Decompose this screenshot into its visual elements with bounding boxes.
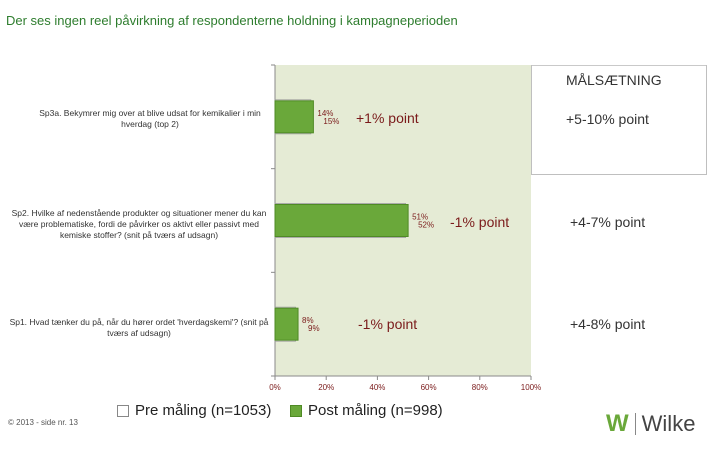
category-label-sp2: Sp2. Hvilke af nedenstående produkter og… [11, 208, 267, 240]
logo-divider [634, 413, 636, 435]
x-tick-label: 80% [472, 383, 488, 392]
bar-post [274, 307, 299, 341]
data-label-pre: 8% [302, 316, 314, 325]
legend-item-post: Post måling (n=998) [290, 402, 443, 419]
page-title: Der ses ingen reel påvirkning af respond… [6, 13, 458, 28]
difference-label-sp1: -1% point [358, 316, 418, 332]
x-tick-label: 0% [269, 383, 281, 392]
footer-page-number: © 2013 - side nr. 13 [8, 418, 78, 427]
legend-swatch-post [290, 404, 302, 417]
legend-label-pre: Pre måling (n=1053) [135, 402, 272, 419]
difference-label-sp2: -1% point [450, 214, 510, 230]
category-label-sp1: Sp1. Hvad tænker du på, når du hører ord… [9, 317, 269, 338]
x-tick-label: 60% [421, 383, 437, 392]
x-tick-label: 40% [369, 383, 385, 392]
target-value-sp3a: +5-10% point [566, 111, 649, 127]
target-value-sp1: +4-8% point [570, 316, 646, 332]
target-header-title: MÅLSÆTNING [566, 72, 662, 88]
target-value-sp2: +4-7% point [570, 214, 646, 230]
category-label-sp3a: Sp3a. Bekymrer mig over at blive udsat f… [39, 108, 261, 129]
wilke-logo: W Wilke [606, 410, 695, 438]
data-label-post: 15% [323, 117, 339, 126]
legend-label-post: Post måling (n=998) [308, 402, 443, 419]
target-panel [531, 65, 707, 377]
difference-label-sp3a: +1% point [356, 110, 419, 126]
wilke-logo-icon: W [606, 410, 629, 437]
wilke-logo-text: Wilke [641, 411, 696, 436]
target-header-box [531, 65, 707, 175]
legend-item-pre: Pre måling (n=1053) [117, 402, 271, 419]
data-label-pre: 51% [412, 213, 428, 222]
x-tick-label: 20% [318, 383, 334, 392]
data-label-pre: 14% [317, 109, 333, 118]
legend-swatch-pre [117, 404, 129, 417]
bar-post [274, 204, 409, 237]
data-label-post: 9% [308, 324, 320, 333]
x-tick-label: 100% [521, 383, 541, 392]
data-label-post: 52% [418, 221, 434, 230]
bar-post [274, 100, 314, 134]
